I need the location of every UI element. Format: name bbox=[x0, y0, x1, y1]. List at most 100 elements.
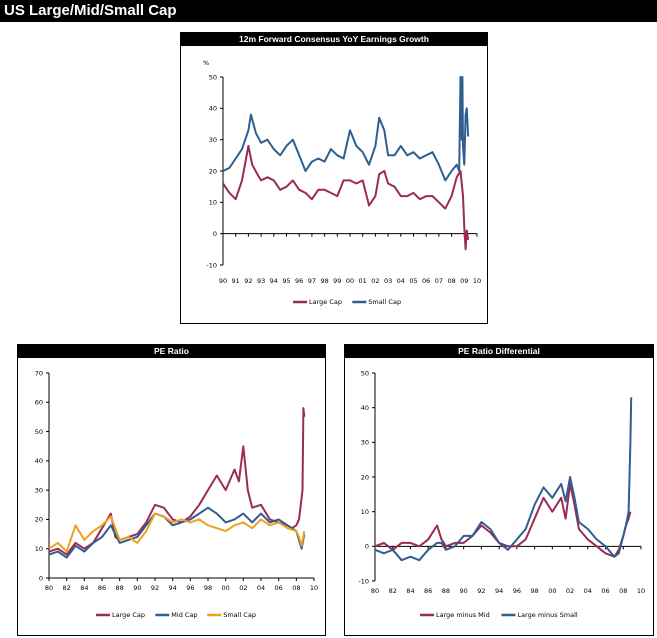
earnings-x-tick-label: 00 bbox=[346, 277, 354, 285]
earnings-y-tick-label: 30 bbox=[209, 136, 217, 144]
pe-x-tick-label: 88 bbox=[116, 584, 124, 592]
pe-differential-panel: PE Ratio Differential -10 0 10 20 30 40 50 80 82… bbox=[344, 344, 654, 636]
earnings-x-tick-label: 98 bbox=[320, 277, 328, 285]
earnings-x-tick-label: 92 bbox=[244, 277, 252, 285]
diff-legend-label: Large minus Mid bbox=[436, 611, 490, 619]
earnings-x-tick-label: 06 bbox=[422, 277, 430, 285]
diff-x-tick-label: 08 bbox=[619, 587, 627, 595]
earnings-y-tick-label: 10 bbox=[209, 199, 217, 207]
pe-x-tick-label: 82 bbox=[63, 584, 71, 592]
pe-x-tick-label: 90 bbox=[133, 584, 141, 592]
pe-differential-chart: -10 0 10 20 30 40 50 80 82 84 86 88 90 92 94 96 98 00 02 04… bbox=[358, 369, 645, 619]
earnings-x-tick-label: 99 bbox=[333, 277, 341, 285]
diff-x-tick-label: 00 bbox=[548, 587, 556, 595]
pe-x-tick-label: 10 bbox=[310, 584, 318, 592]
earnings-series-large-cap bbox=[222, 144, 470, 251]
diff-x-tick-label: 04 bbox=[584, 587, 592, 595]
earnings-x-tick-label: 09 bbox=[460, 277, 468, 285]
page-header: US Large/Mid/Small Cap bbox=[0, 0, 657, 22]
earnings-x-tick-label: 03 bbox=[384, 277, 392, 285]
earnings-y-tick-label: -10 bbox=[206, 261, 217, 269]
earnings-x-tick-label: 91 bbox=[232, 277, 240, 285]
earnings-x-tick-label: 90 bbox=[219, 277, 227, 285]
pe-series-mid-cap bbox=[48, 506, 306, 559]
diff-y-tick-label: 10 bbox=[361, 508, 369, 516]
diff-x-tick-label: 86 bbox=[424, 587, 432, 595]
earnings-x-tick-label: 02 bbox=[371, 277, 379, 285]
diff-x-tick-label: 96 bbox=[513, 587, 521, 595]
pe-x-tick-label: 86 bbox=[98, 584, 106, 592]
pe-chart-title: PE Ratio bbox=[18, 345, 325, 358]
earnings-x-tick-label: 94 bbox=[270, 277, 278, 285]
earnings-x-tick-label: 97 bbox=[308, 277, 316, 285]
earnings-y-tick-label: 0 bbox=[213, 230, 217, 238]
diff-x-tick-label: 06 bbox=[601, 587, 609, 595]
pe-legend-label: Mid Cap bbox=[171, 611, 197, 619]
pe-series-large-cap bbox=[48, 407, 306, 556]
pe-y-tick-label: 50 bbox=[35, 428, 43, 436]
earnings-y-tick-label: 50 bbox=[209, 73, 217, 81]
diff-y-tick-label: 40 bbox=[361, 404, 369, 412]
diff-series-large-minus-small bbox=[374, 397, 633, 562]
diff-y-tick-label: -10 bbox=[358, 577, 369, 585]
earnings-y-axis-label: % bbox=[203, 59, 209, 67]
pe-y-tick-label: 70 bbox=[35, 369, 43, 377]
pe-x-tick-label: 02 bbox=[239, 584, 247, 592]
earnings-y-tick-label: 20 bbox=[209, 167, 217, 175]
pe-y-tick-label: 40 bbox=[35, 457, 43, 465]
diff-y-tick-label: 20 bbox=[361, 473, 369, 481]
earnings-x-tick-label: 93 bbox=[257, 277, 265, 285]
pe-x-tick-label: 06 bbox=[275, 584, 283, 592]
pe-y-tick-label: 20 bbox=[35, 516, 43, 524]
diff-x-tick-label: 82 bbox=[389, 587, 397, 595]
pe-legend-label: Small Cap bbox=[223, 611, 256, 619]
diff-x-tick-label: 84 bbox=[406, 587, 414, 595]
diff-x-tick-label: 90 bbox=[460, 587, 468, 595]
diff-x-tick-label: 02 bbox=[566, 587, 574, 595]
earnings-y-tick-label: 40 bbox=[209, 105, 217, 113]
earnings-x-tick-label: 08 bbox=[447, 277, 455, 285]
earnings-x-tick-label: 01 bbox=[359, 277, 367, 285]
earnings-growth-chart: -10 0 10 20 30 40 50% 90 91 92 93 94 95 96 97 98 99 00 01 0… bbox=[203, 59, 481, 306]
page-title: US Large/Mid/Small Cap bbox=[4, 2, 177, 19]
earnings-growth-panel: 12m Forward Consensus YoY Earnings Growt… bbox=[180, 32, 488, 324]
diff-y-tick-label: 0 bbox=[365, 543, 369, 551]
earnings-legend-label: Large Cap bbox=[309, 298, 342, 306]
earnings-x-tick-label: 10 bbox=[473, 277, 481, 285]
pe-x-tick-label: 96 bbox=[186, 584, 194, 592]
diff-x-tick-label: 10 bbox=[637, 587, 645, 595]
earnings-x-tick-label: 05 bbox=[409, 277, 417, 285]
diff-y-tick-label: 30 bbox=[361, 439, 369, 447]
diff-x-tick-label: 88 bbox=[442, 587, 450, 595]
pe-y-tick-label: 60 bbox=[35, 399, 43, 407]
earnings-series-small-cap bbox=[222, 76, 470, 182]
diff-y-tick-label: 50 bbox=[361, 369, 369, 377]
pe-series-small-cap bbox=[48, 512, 306, 553]
pe-legend-label: Large Cap bbox=[112, 611, 145, 619]
pe-ratio-chart: 0 10 20 30 40 50 60 70 80 82 84 86 88 90 92 94 96 98 00 02 0… bbox=[35, 369, 318, 619]
diff-x-tick-label: 92 bbox=[477, 587, 485, 595]
earnings-chart-title: 12m Forward Consensus YoY Earnings Growt… bbox=[181, 33, 487, 46]
earnings-x-tick-label: 95 bbox=[282, 277, 290, 285]
diff-chart-title: PE Ratio Differential bbox=[345, 345, 653, 358]
pe-y-tick-label: 10 bbox=[35, 545, 43, 553]
diff-series-large-minus-mid bbox=[374, 482, 632, 558]
pe-x-tick-label: 00 bbox=[222, 584, 230, 592]
earnings-x-tick-label: 04 bbox=[397, 277, 405, 285]
pe-y-tick-label: 30 bbox=[35, 486, 43, 494]
diff-x-tick-label: 94 bbox=[495, 587, 503, 595]
earnings-x-tick-label: 07 bbox=[435, 277, 443, 285]
pe-x-tick-label: 94 bbox=[169, 584, 177, 592]
diff-legend-label: Large minus Small bbox=[518, 611, 578, 619]
diff-x-tick-label: 80 bbox=[371, 587, 379, 595]
pe-x-tick-label: 04 bbox=[257, 584, 265, 592]
pe-y-tick-label: 0 bbox=[39, 574, 43, 582]
earnings-legend-label: Small Cap bbox=[368, 298, 401, 306]
earnings-x-tick-label: 96 bbox=[295, 277, 303, 285]
pe-x-tick-label: 80 bbox=[45, 584, 53, 592]
pe-ratio-panel: PE Ratio 0 10 20 30 40 50 60 70 80 82 84 86 88 90 92 94… bbox=[17, 344, 326, 636]
pe-x-tick-label: 92 bbox=[151, 584, 159, 592]
pe-x-tick-label: 84 bbox=[80, 584, 88, 592]
pe-x-tick-label: 08 bbox=[292, 584, 300, 592]
diff-x-tick-label: 98 bbox=[530, 587, 538, 595]
